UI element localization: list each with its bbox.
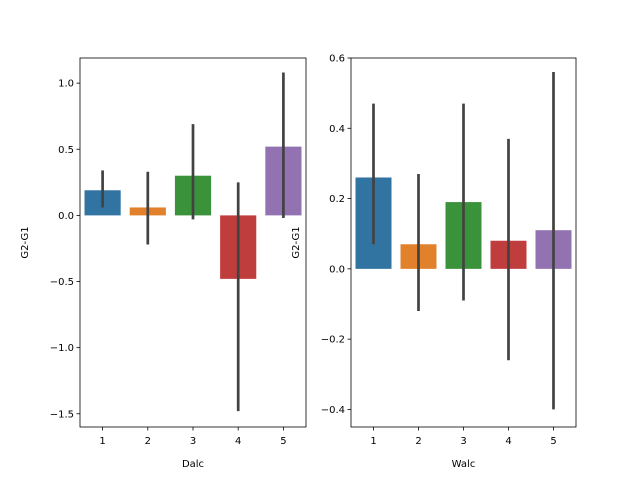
x-tick-label: 4 [505,436,511,447]
y-tick-label: −1.0 [50,343,74,354]
y-tick-label: 0.5 [58,145,74,156]
x-tick-label: 5 [280,436,286,447]
x-axis-label: Walc [452,459,476,470]
x-axis-label: Dalc [182,459,204,470]
y-axis-label: G2-G1 [291,226,302,258]
x-tick-label: 2 [145,436,151,447]
x-tick-label: 5 [550,436,556,447]
y-tick-label: 0.2 [329,194,345,205]
axes-frame [79,57,307,428]
y-tick-label: 0.4 [329,124,345,135]
x-tick-label: 3 [460,436,466,447]
y-tick-label: 1.0 [58,79,74,90]
y-axis-label: G2-G1 [20,226,31,258]
chart-panel-walc: −0.4 −0.2 0.0 0.2 0.4 0.6 1 2 3 4 5 Walc G2-G1 [291,54,577,470]
y-tick-label: 0.0 [58,211,74,222]
y-tick-label: −0.4 [321,405,345,416]
x-tick-label: 2 [415,436,421,447]
y-tick-label: −0.5 [50,277,74,288]
x-tick-label: 4 [235,436,241,447]
y-tick-label: 0.6 [329,54,345,65]
x-tick-label: 1 [370,436,376,447]
chart-panel-dalc: −1.5 −1.0 −0.5 0.0 0.5 1.0 1 2 3 4 5 Dalc G2-G1 [20,57,307,470]
y-tick-label: 0.0 [329,264,345,275]
y-tick-label: −0.2 [321,335,345,346]
y-tick-label: −1.5 [50,409,74,420]
x-tick-label: 3 [190,436,196,447]
x-tick-label: 1 [99,436,105,447]
